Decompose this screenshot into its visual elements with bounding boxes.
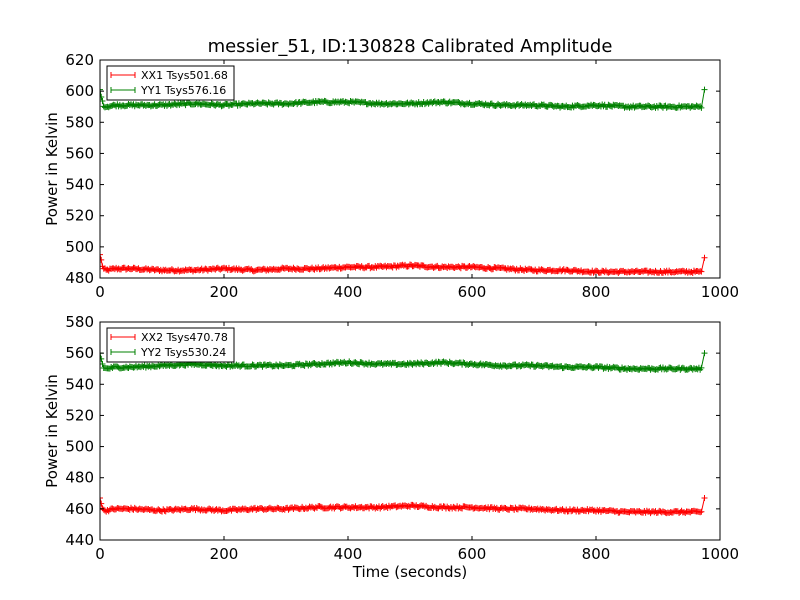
y-tick-label: 620 — [65, 51, 94, 69]
chart-panels: 0 200 400 600 800 1000 480 500 520 540 560 580 600 62… — [43, 36, 739, 581]
y-tick-label: 600 — [65, 82, 94, 100]
y-tick-label: 480 — [65, 269, 94, 287]
y-tick-label: 580 — [65, 113, 94, 131]
series-2 — [100, 86, 708, 111]
chart-panel-2: 0 200 400 600 800 1000 440 460 480 500 520 540 560 58… — [43, 313, 739, 581]
x-tick-label: 800 — [582, 545, 611, 563]
x-axis-label: Time (seconds) — [352, 563, 468, 581]
legend-entry: YY1 Tsys576.16 — [140, 84, 226, 97]
legend-marker — [110, 349, 136, 355]
y-tick-label: 520 — [65, 207, 94, 225]
x-tick-label: 400 — [334, 545, 363, 563]
series-markers-2 — [100, 86, 708, 111]
y-axis-label: Power in Kelvin — [43, 112, 61, 226]
y-tick-label: 540 — [65, 375, 94, 393]
y-tick-label: 500 — [65, 238, 94, 256]
x-tick-label: 800 — [582, 283, 611, 301]
y-tick-label: 520 — [65, 406, 94, 424]
series-1 — [100, 251, 708, 276]
legend-marker — [110, 72, 136, 78]
legend-box — [106, 327, 235, 363]
plot-data — [100, 350, 708, 517]
y-tick-label: 580 — [65, 313, 94, 331]
y-tick-label: 480 — [65, 469, 94, 487]
x-tick-label: 1000 — [701, 283, 739, 301]
legend-box — [106, 65, 235, 101]
legend-marker — [110, 334, 136, 340]
x-tick-label: 400 — [334, 283, 363, 301]
y-tick-label: 440 — [65, 531, 94, 549]
chart-title: messier_51, ID:130828 Calibrated Amplitu… — [208, 36, 613, 57]
plot-frame — [99, 59, 721, 279]
series-markers-1 — [100, 251, 708, 276]
chart-panel-1: 0 200 400 600 800 1000 480 500 520 540 560 580 600 62… — [43, 36, 739, 301]
legend-entry: YY2 Tsys530.24 — [140, 346, 226, 359]
x-tick-label: 600 — [458, 545, 487, 563]
series-markers-2 — [100, 350, 708, 373]
x-tick-label: 0 — [95, 283, 105, 301]
x-tick-label: 1000 — [701, 545, 739, 563]
y-tick-label: 560 — [65, 144, 94, 162]
x-tick-label: 200 — [210, 283, 239, 301]
y-axis-label: Power in Kelvin — [43, 374, 61, 488]
legend-entry: XX2 Tsys470.78 — [141, 331, 228, 344]
y-tick-label: 500 — [65, 438, 94, 456]
series-markers-1 — [100, 494, 708, 517]
y-tick-label: 460 — [65, 500, 94, 518]
series-1 — [100, 494, 708, 517]
legend: XX2 Tsys470.78 YY2 Tsys530.24 — [106, 327, 235, 363]
plot-data — [100, 86, 708, 276]
legend: XX1 Tsys501.68 YY1 Tsys576.16 — [106, 65, 235, 101]
x-tick-label: 0 — [95, 545, 105, 563]
legend-marker — [110, 87, 136, 93]
y-tick-label: 540 — [65, 176, 94, 194]
x-tick-label: 200 — [210, 545, 239, 563]
y-tick-label: 560 — [65, 344, 94, 362]
x-tick-label: 600 — [458, 283, 487, 301]
plot-frame — [99, 321, 721, 541]
legend-entry: XX1 Tsys501.68 — [141, 69, 228, 82]
series-2 — [100, 350, 708, 373]
